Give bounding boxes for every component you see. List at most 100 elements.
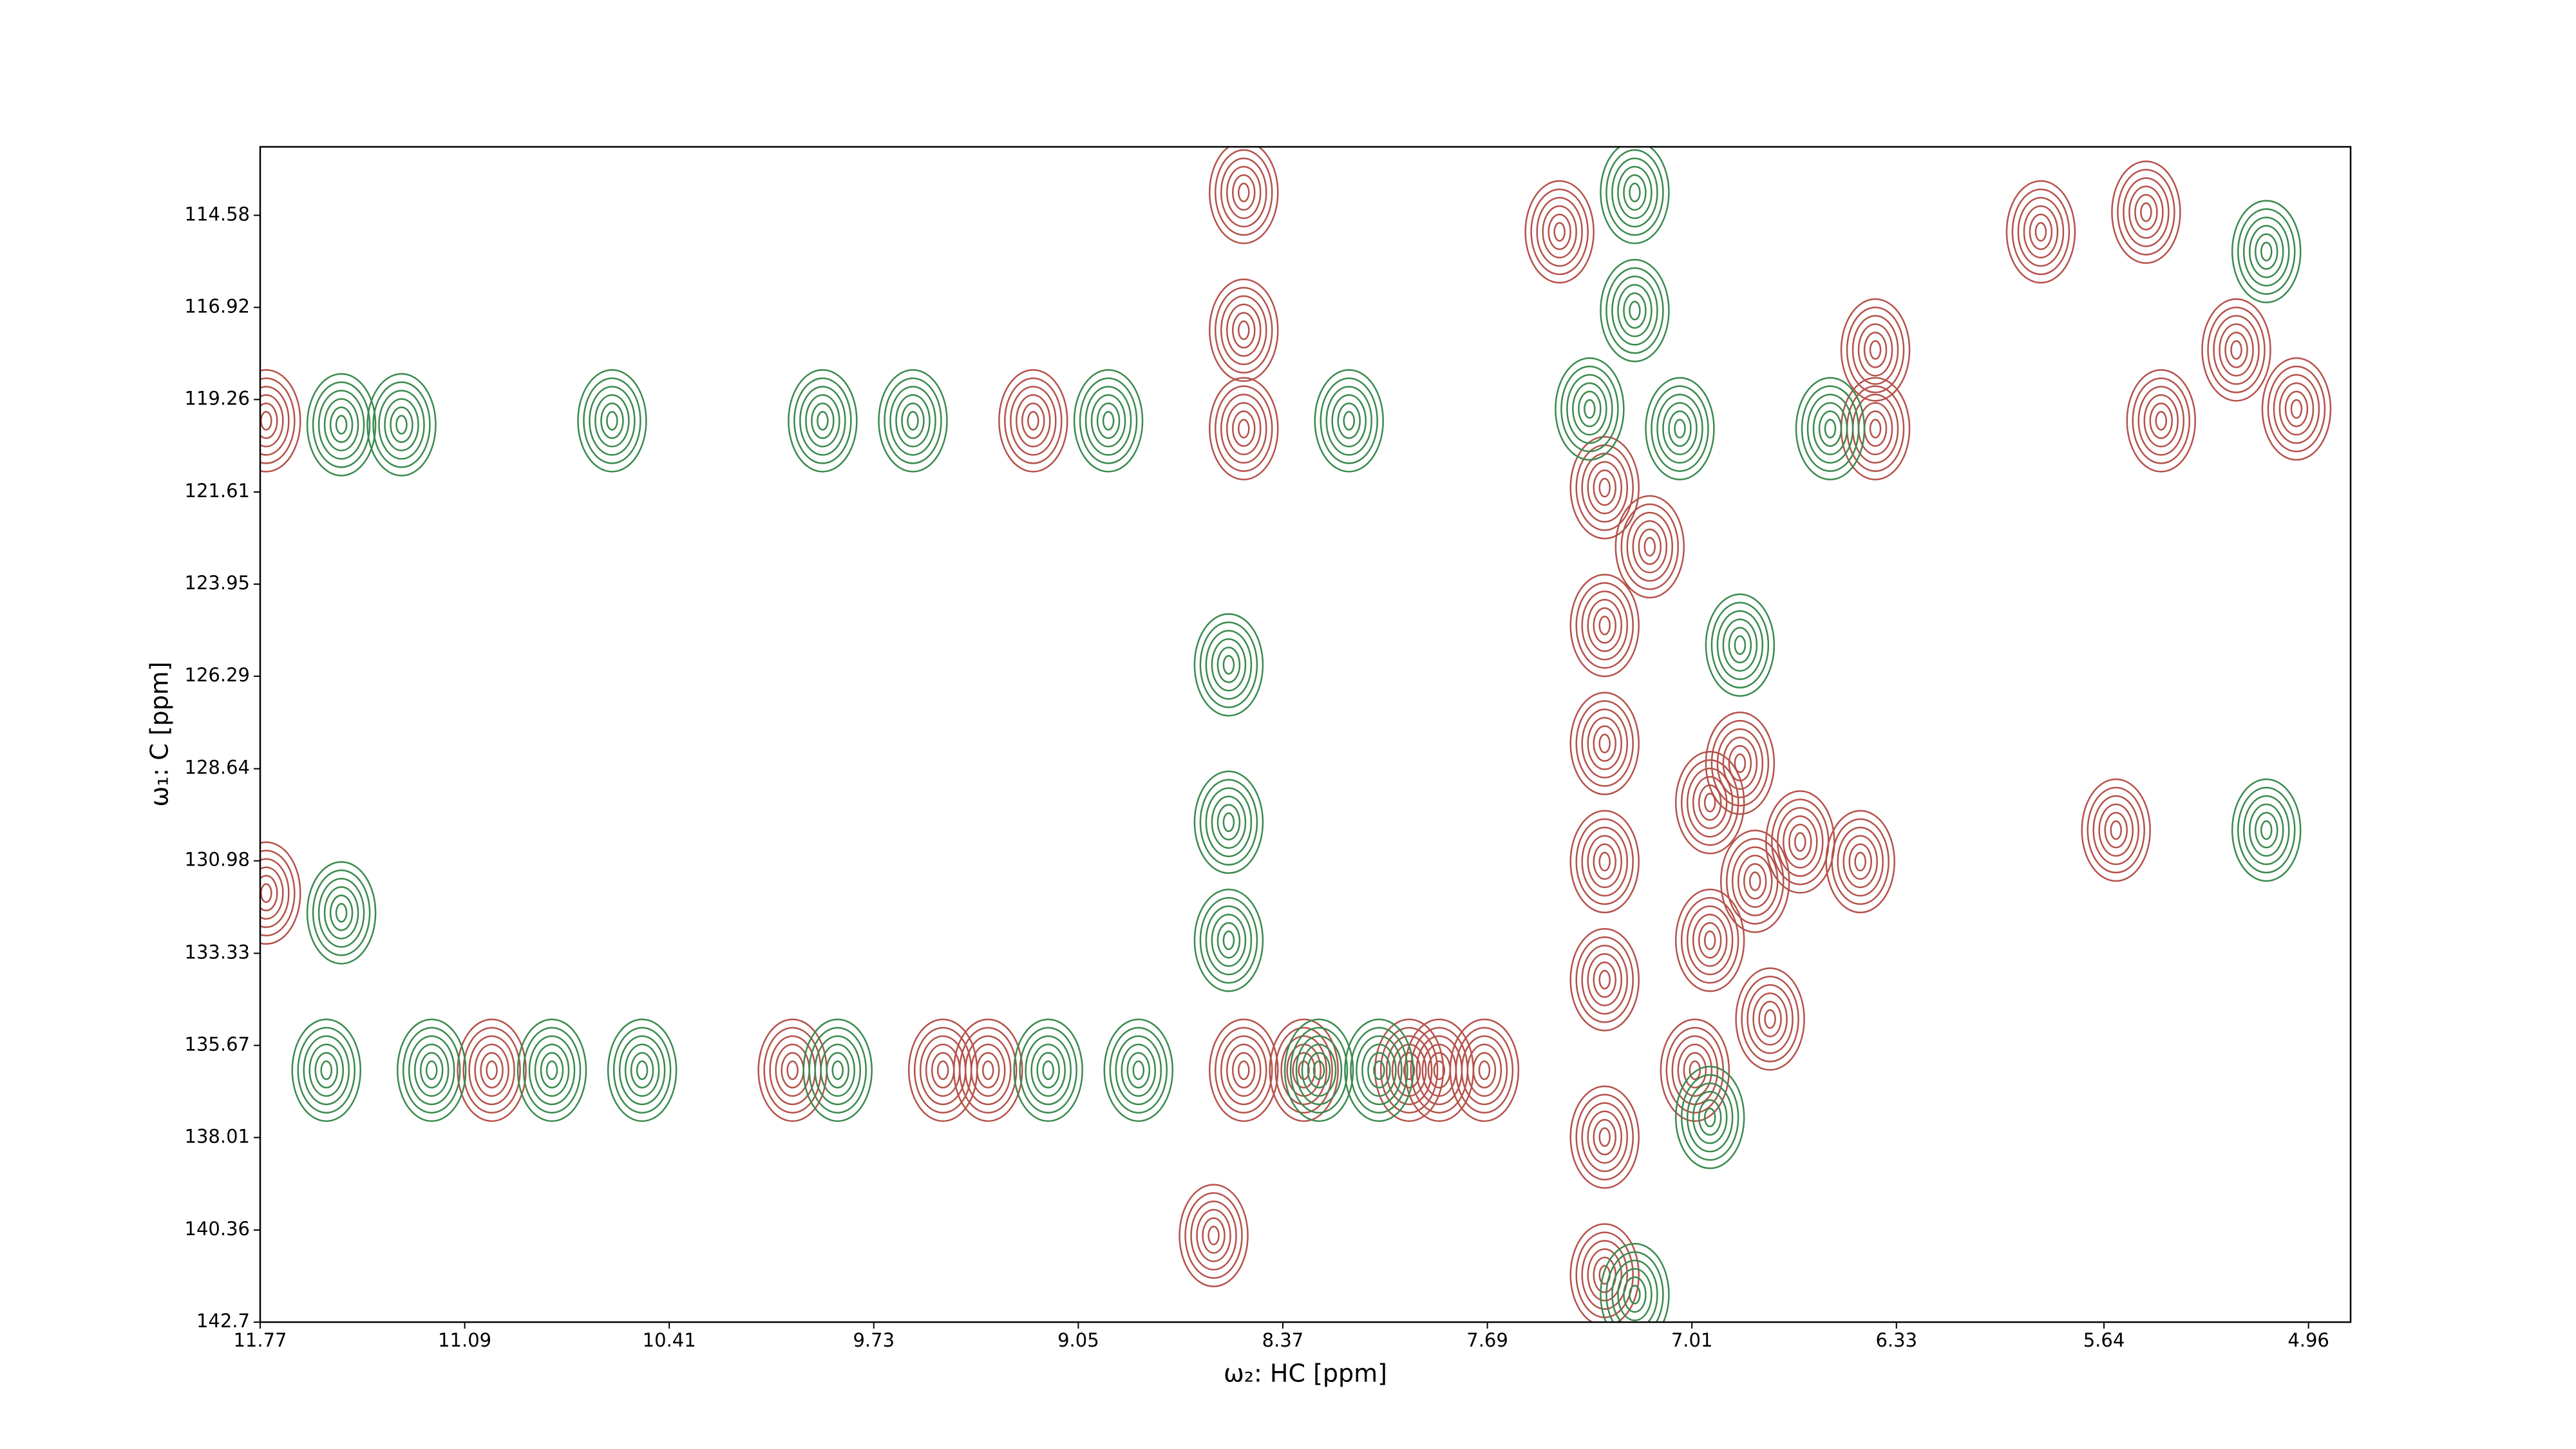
contour-line: [1209, 147, 1279, 245]
contour-line: [1674, 750, 1745, 855]
contour-line: [1677, 1043, 1713, 1097]
contour-line: [306, 373, 377, 477]
contour-line: [2261, 357, 2332, 461]
contour-line: [320, 1060, 333, 1081]
peak: [2231, 200, 2302, 303]
contour-line: [799, 386, 846, 456]
contour-line: [1662, 402, 1698, 455]
contour-line: [2017, 196, 2065, 267]
contour-line: [1179, 1184, 1249, 1287]
peak: [260, 841, 301, 945]
contour-line: [953, 1018, 1023, 1122]
contour-line: [1030, 1043, 1066, 1097]
contour-line: [769, 1035, 816, 1106]
contour-line: [931, 1052, 955, 1089]
contour-line: [1686, 767, 1734, 838]
contour-line: [1096, 402, 1121, 439]
contour-line: [1575, 700, 1634, 787]
contour-line: [2248, 803, 2284, 857]
contour-line: [936, 1060, 949, 1081]
contour-line: [1863, 410, 1888, 447]
contour-line: [1356, 1035, 1403, 1106]
x-tick-label: 5.64: [2083, 1329, 2125, 1351]
plot-frame: [259, 146, 2352, 1323]
contour-line: [2029, 213, 2053, 251]
contour-line: [1542, 205, 1577, 259]
peak: [1569, 436, 1640, 540]
contour-line: [1638, 528, 1662, 565]
contour-line: [1665, 1027, 1725, 1114]
contour-line: [425, 1060, 438, 1081]
contour-line: [1569, 692, 1640, 795]
contour-line: [1722, 618, 1758, 672]
contour-line: [1320, 377, 1378, 464]
contour-line: [814, 1035, 861, 1106]
peak: [607, 1018, 677, 1122]
contour-line: [2254, 233, 2278, 270]
peak: [1374, 1018, 1444, 1122]
contour-line: [1569, 573, 1640, 677]
contour-line: [1605, 267, 1664, 354]
contour-line: [260, 866, 284, 920]
contour-line: [1593, 843, 1616, 880]
y-tick-label: 133.33: [185, 941, 250, 963]
contour-line: [366, 373, 437, 477]
contour-line: [1620, 503, 1680, 591]
contour-line: [1629, 182, 1641, 203]
contour-line: [1199, 779, 1258, 866]
peak: [1615, 495, 1685, 599]
contour-line: [335, 415, 348, 435]
contour-line: [1683, 1052, 1707, 1089]
contour-line: [1728, 627, 1752, 664]
y-axis-label: ω₁: C [ppm]: [146, 661, 174, 806]
contour-line: [1193, 888, 1264, 992]
contour-line: [1073, 369, 1144, 473]
contour-line: [1569, 928, 1640, 1032]
contour-line: [1629, 1284, 1641, 1305]
contour-line: [1307, 1052, 1331, 1089]
contour-line: [1831, 818, 1889, 905]
contour-line: [2126, 369, 2197, 473]
contour-line: [1289, 1027, 1349, 1114]
contour-line: [2087, 786, 2145, 874]
contour-line: [2290, 399, 2303, 419]
contour-line: [1703, 1107, 1716, 1128]
contour-line: [408, 1035, 455, 1106]
peak: [366, 373, 437, 477]
contour-line: [959, 1027, 1018, 1114]
y-tick-label: 126.29: [185, 664, 250, 686]
peak: [953, 1018, 1023, 1122]
contour-line: [1238, 320, 1250, 341]
contour-line: [1132, 1060, 1145, 1081]
contour-line: [1852, 315, 1899, 385]
contour-line: [1623, 1276, 1647, 1313]
contour-line: [1698, 922, 1722, 959]
contour-line: [297, 1027, 356, 1114]
contour-line: [1578, 390, 1602, 428]
contour-line: [308, 1043, 345, 1097]
contour-line: [2230, 340, 2242, 360]
contour-line: [1846, 385, 1905, 472]
contour-line: [1611, 157, 1658, 228]
x-tick-label: 9.05: [1057, 1329, 1099, 1351]
contour-line: [1692, 1090, 1728, 1144]
contour-line: [2011, 188, 2070, 276]
contour-line: [2231, 778, 2302, 882]
contour-line: [1211, 913, 1247, 967]
contour-line: [1857, 323, 1893, 377]
peak: [2126, 369, 2197, 473]
contour-line: [2081, 778, 2151, 882]
peak: [306, 373, 377, 477]
contour-line: [1587, 717, 1622, 770]
contour-line: [1232, 174, 1256, 211]
x-tick-label: 4.96: [2287, 1329, 2329, 1351]
contour-line: [913, 1027, 972, 1114]
contour-line: [390, 406, 413, 443]
contour-line: [1220, 157, 1267, 228]
contour-line: [1102, 411, 1115, 431]
contour-line: [486, 1060, 498, 1081]
contour-line: [522, 1027, 582, 1114]
contour-line: [1536, 196, 1583, 267]
peak: [1674, 1065, 1745, 1170]
contour-line: [1292, 1052, 1316, 1089]
